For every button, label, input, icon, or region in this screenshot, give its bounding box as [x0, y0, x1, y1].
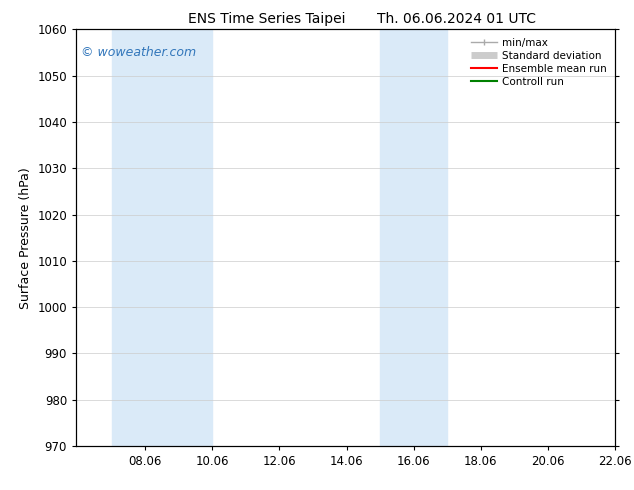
Bar: [112, 29, 212, 446]
Bar: [380, 29, 447, 446]
Legend: min/max, Standard deviation, Ensemble mean run, Controll run: min/max, Standard deviation, Ensemble me…: [467, 35, 610, 90]
Y-axis label: Surface Pressure (hPa): Surface Pressure (hPa): [19, 167, 32, 309]
Text: ENS Time Series Taipei: ENS Time Series Taipei: [188, 12, 345, 26]
Text: © woweather.com: © woweather.com: [81, 46, 197, 59]
Text: Th. 06.06.2024 01 UTC: Th. 06.06.2024 01 UTC: [377, 12, 536, 26]
